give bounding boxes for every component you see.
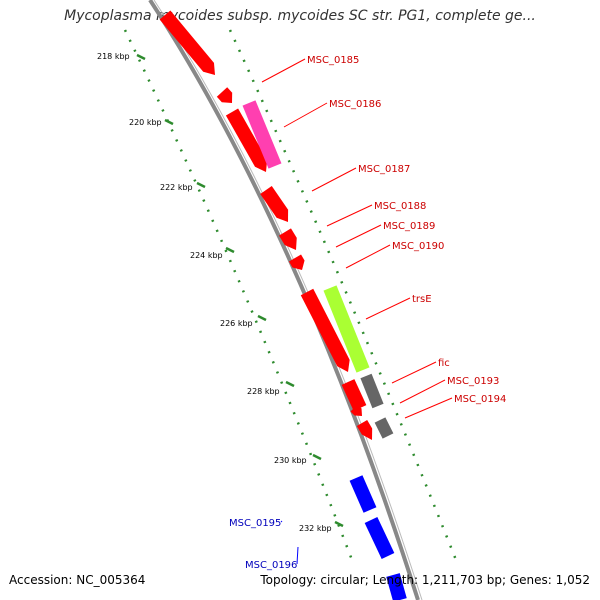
gene-glyph [364, 517, 395, 559]
gene-label: MSC_0185 [307, 55, 359, 66]
map-title: Mycoplasma mycoides subsp. mycoides SC s… [64, 8, 536, 24]
ruler-label: 226 kbp [220, 319, 253, 328]
backbone-line [148, 0, 420, 600]
genome-backbone [148, 0, 423, 600]
outer-ruler-line [228, 29, 460, 566]
gene-glyph [374, 417, 394, 439]
ruler-tick [334, 520, 344, 528]
backbone-shadow [153, 0, 423, 600]
label-leader-line [261, 58, 306, 83]
ruler-tick [196, 181, 206, 189]
label-leader-line [335, 224, 382, 248]
gene-glyph [216, 87, 233, 103]
ruler-label: 224 kbp [190, 251, 223, 260]
ruler-tick [285, 380, 295, 388]
ruler-label: 232 kbp [299, 524, 332, 533]
gene-glyph [242, 100, 282, 169]
label-leader-line [326, 204, 373, 227]
gene-label: MSC_0196 [245, 560, 297, 571]
ruler-tick [164, 118, 174, 126]
gene-glyph [356, 419, 373, 440]
label-leader-line [345, 244, 391, 269]
gene-glyph [349, 475, 377, 513]
gene-label: MSC_0187 [358, 164, 410, 175]
gene-label: MSC_0193 [447, 376, 499, 387]
ruler-tick [312, 453, 322, 461]
ruler-label: 220 kbp [129, 118, 162, 127]
label-leader-line [280, 520, 283, 523]
label-leader-line [283, 102, 328, 128]
ruler-tick [225, 246, 235, 254]
ruler-tick [136, 53, 146, 61]
label-leader-line [311, 167, 357, 192]
label-leader-line [391, 361, 437, 384]
gene-label: MSC_0188 [374, 201, 426, 212]
label-leader-line [404, 397, 453, 419]
gene-label: MSC_0195 [229, 518, 281, 529]
ruler-label: 228 kbp [247, 387, 280, 396]
label-leader-line [365, 297, 411, 320]
gene-label: MSC_0190 [392, 241, 444, 252]
gene-glyph [288, 254, 305, 270]
gene-labels: MSC_0185 MSC_0186 MSC_0187 MSC_0188 MSC_0189… [229, 55, 506, 571]
genome-summary-text: Topology: circular; Length: 1,211,703 bp… [260, 573, 590, 587]
accession-text: Accession: NC_005364 [9, 573, 146, 587]
gene-glyph [350, 404, 362, 416]
gene-label: fic [438, 358, 450, 369]
gene-glyph [279, 228, 297, 250]
gene-glyph [159, 10, 215, 76]
ruler-tick [257, 314, 267, 322]
gene-label: MSC_0194 [454, 394, 506, 405]
inner-ruler-line [123, 29, 354, 561]
gene-glyph [323, 285, 370, 373]
gene-glyph [300, 288, 350, 372]
label-leader-line [296, 546, 299, 565]
gene-glyph [341, 379, 367, 411]
ruler-label: 230 kbp [274, 456, 307, 465]
label-leader-line [399, 379, 446, 404]
gene-glyph [225, 108, 268, 172]
gene-label: trsE [412, 294, 432, 305]
ruler-ticks: 218 kbp 220 kbp 222 kbp 224 kbp 226 kbp 228 k… [97, 52, 344, 533]
gene-glyph [260, 186, 289, 222]
ruler-label: 218 kbp [97, 52, 130, 61]
ruler-dotted-lines [123, 29, 460, 566]
gene-label: MSC_0189 [383, 221, 435, 232]
gene-features [159, 10, 407, 600]
gene-label: MSC_0186 [329, 99, 381, 110]
ruler-label: 222 kbp [160, 183, 193, 192]
gene-glyph [386, 573, 407, 600]
gene-glyph [360, 373, 384, 409]
